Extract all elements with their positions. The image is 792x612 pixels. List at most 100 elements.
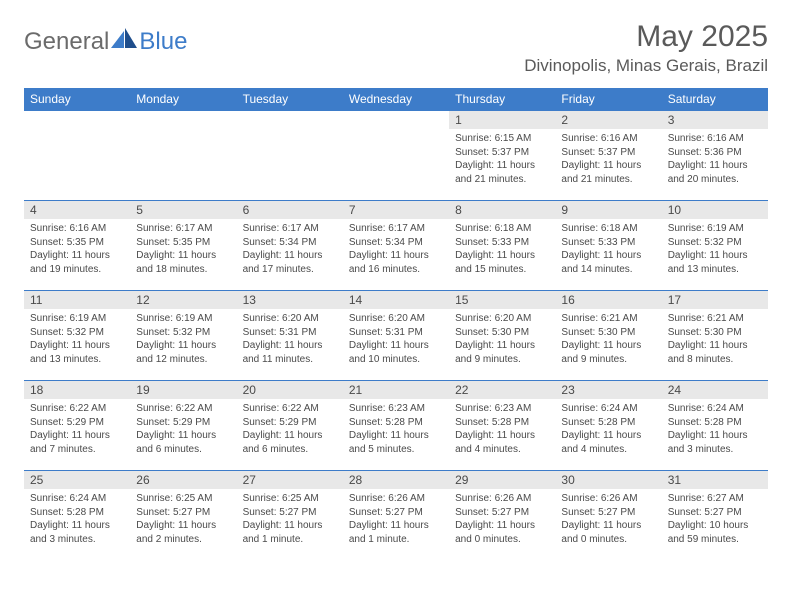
sunset-line: Sunset: 5:37 PM (561, 146, 655, 160)
calendar-day-cell: 16Sunrise: 6:21 AMSunset: 5:30 PMDayligh… (555, 291, 661, 381)
day-details: Sunrise: 6:25 AMSunset: 5:27 PMDaylight:… (130, 489, 236, 550)
calendar-day-cell: 23Sunrise: 6:24 AMSunset: 5:28 PMDayligh… (555, 381, 661, 471)
calendar-header-cell: Tuesday (237, 88, 343, 111)
sunset-line: Sunset: 5:29 PM (136, 416, 230, 430)
day-number: 28 (343, 471, 449, 489)
daylight-line: Daylight: 11 hours and 19 minutes. (30, 249, 124, 276)
sunrise-line: Sunrise: 6:19 AM (30, 312, 124, 326)
calendar-day-cell: 22Sunrise: 6:23 AMSunset: 5:28 PMDayligh… (449, 381, 555, 471)
calendar-day-cell (24, 111, 130, 201)
daylight-line: Daylight: 11 hours and 21 minutes. (455, 159, 549, 186)
day-number: 24 (662, 381, 768, 399)
daylight-line: Daylight: 11 hours and 20 minutes. (668, 159, 762, 186)
daylight-line: Daylight: 11 hours and 14 minutes. (561, 249, 655, 276)
day-details: Sunrise: 6:22 AMSunset: 5:29 PMDaylight:… (237, 399, 343, 460)
day-number: 23 (555, 381, 661, 399)
calendar-header-cell: Saturday (662, 88, 768, 111)
day-number: 15 (449, 291, 555, 309)
sunset-line: Sunset: 5:37 PM (455, 146, 549, 160)
day-number: 18 (24, 381, 130, 399)
daylight-line: Daylight: 11 hours and 13 minutes. (30, 339, 124, 366)
day-details: Sunrise: 6:19 AMSunset: 5:32 PMDaylight:… (662, 219, 768, 280)
day-details: Sunrise: 6:19 AMSunset: 5:32 PMDaylight:… (130, 309, 236, 370)
calendar-header-cell: Friday (555, 88, 661, 111)
empty-day (237, 111, 343, 128)
day-details: Sunrise: 6:20 AMSunset: 5:30 PMDaylight:… (449, 309, 555, 370)
sunset-line: Sunset: 5:30 PM (668, 326, 762, 340)
page-header: General Blue May 2025 Divinopolis, Minas… (24, 20, 768, 76)
calendar-week-row: 18Sunrise: 6:22 AMSunset: 5:29 PMDayligh… (24, 381, 768, 471)
daylight-line: Daylight: 11 hours and 11 minutes. (243, 339, 337, 366)
calendar-day-cell (130, 111, 236, 201)
calendar-day-cell: 4Sunrise: 6:16 AMSunset: 5:35 PMDaylight… (24, 201, 130, 291)
day-details: Sunrise: 6:16 AMSunset: 5:35 PMDaylight:… (24, 219, 130, 280)
day-number: 10 (662, 201, 768, 219)
sunrise-line: Sunrise: 6:24 AM (30, 492, 124, 506)
sunrise-line: Sunrise: 6:26 AM (349, 492, 443, 506)
calendar-day-cell: 15Sunrise: 6:20 AMSunset: 5:30 PMDayligh… (449, 291, 555, 381)
calendar-day-cell: 9Sunrise: 6:18 AMSunset: 5:33 PMDaylight… (555, 201, 661, 291)
daylight-line: Daylight: 11 hours and 9 minutes. (561, 339, 655, 366)
sunrise-line: Sunrise: 6:17 AM (136, 222, 230, 236)
sunrise-line: Sunrise: 6:19 AM (668, 222, 762, 236)
sunset-line: Sunset: 5:34 PM (243, 236, 337, 250)
logo-text-general: General (24, 28, 109, 56)
calendar-day-cell: 31Sunrise: 6:27 AMSunset: 5:27 PMDayligh… (662, 471, 768, 561)
sunrise-line: Sunrise: 6:16 AM (30, 222, 124, 236)
calendar-day-cell: 19Sunrise: 6:22 AMSunset: 5:29 PMDayligh… (130, 381, 236, 471)
sunset-line: Sunset: 5:35 PM (30, 236, 124, 250)
daylight-line: Daylight: 11 hours and 9 minutes. (455, 339, 549, 366)
sunset-line: Sunset: 5:30 PM (561, 326, 655, 340)
day-details: Sunrise: 6:18 AMSunset: 5:33 PMDaylight:… (449, 219, 555, 280)
daylight-line: Daylight: 11 hours and 4 minutes. (561, 429, 655, 456)
calendar-day-cell: 3Sunrise: 6:16 AMSunset: 5:36 PMDaylight… (662, 111, 768, 201)
logo-sail-icon (111, 28, 137, 48)
daylight-line: Daylight: 11 hours and 1 minute. (349, 519, 443, 546)
sunset-line: Sunset: 5:27 PM (561, 506, 655, 520)
day-number: 13 (237, 291, 343, 309)
day-number: 11 (24, 291, 130, 309)
day-details: Sunrise: 6:17 AMSunset: 5:35 PMDaylight:… (130, 219, 236, 280)
day-number: 5 (130, 201, 236, 219)
day-number: 1 (449, 111, 555, 129)
calendar-day-cell: 18Sunrise: 6:22 AMSunset: 5:29 PMDayligh… (24, 381, 130, 471)
calendar-day-cell: 30Sunrise: 6:26 AMSunset: 5:27 PMDayligh… (555, 471, 661, 561)
daylight-line: Daylight: 11 hours and 1 minute. (243, 519, 337, 546)
day-details: Sunrise: 6:20 AMSunset: 5:31 PMDaylight:… (343, 309, 449, 370)
day-details: Sunrise: 6:24 AMSunset: 5:28 PMDaylight:… (662, 399, 768, 460)
sunset-line: Sunset: 5:27 PM (136, 506, 230, 520)
day-number: 26 (130, 471, 236, 489)
logo-text-blue: Blue (139, 28, 187, 56)
calendar-day-cell: 27Sunrise: 6:25 AMSunset: 5:27 PMDayligh… (237, 471, 343, 561)
day-number: 30 (555, 471, 661, 489)
title-block: May 2025 Divinopolis, Minas Gerais, Braz… (524, 20, 768, 76)
sunset-line: Sunset: 5:28 PM (455, 416, 549, 430)
sunrise-line: Sunrise: 6:23 AM (349, 402, 443, 416)
day-number: 29 (449, 471, 555, 489)
brand-logo: General Blue (24, 20, 187, 56)
sunset-line: Sunset: 5:27 PM (243, 506, 337, 520)
sunset-line: Sunset: 5:35 PM (136, 236, 230, 250)
sunset-line: Sunset: 5:31 PM (243, 326, 337, 340)
sunset-line: Sunset: 5:36 PM (668, 146, 762, 160)
day-number: 20 (237, 381, 343, 399)
calendar-header-cell: Wednesday (343, 88, 449, 111)
calendar-table: SundayMondayTuesdayWednesdayThursdayFrid… (24, 88, 768, 561)
calendar-day-cell: 25Sunrise: 6:24 AMSunset: 5:28 PMDayligh… (24, 471, 130, 561)
calendar-day-cell: 1Sunrise: 6:15 AMSunset: 5:37 PMDaylight… (449, 111, 555, 201)
calendar-day-cell: 10Sunrise: 6:19 AMSunset: 5:32 PMDayligh… (662, 201, 768, 291)
day-number: 31 (662, 471, 768, 489)
calendar-day-cell: 13Sunrise: 6:20 AMSunset: 5:31 PMDayligh… (237, 291, 343, 381)
daylight-line: Daylight: 10 hours and 59 minutes. (668, 519, 762, 546)
calendar-day-cell: 21Sunrise: 6:23 AMSunset: 5:28 PMDayligh… (343, 381, 449, 471)
sunset-line: Sunset: 5:28 PM (349, 416, 443, 430)
sunrise-line: Sunrise: 6:17 AM (243, 222, 337, 236)
sunrise-line: Sunrise: 6:22 AM (243, 402, 337, 416)
calendar-day-cell: 2Sunrise: 6:16 AMSunset: 5:37 PMDaylight… (555, 111, 661, 201)
day-number: 7 (343, 201, 449, 219)
day-details: Sunrise: 6:16 AMSunset: 5:37 PMDaylight:… (555, 129, 661, 190)
sunrise-line: Sunrise: 6:17 AM (349, 222, 443, 236)
day-details: Sunrise: 6:21 AMSunset: 5:30 PMDaylight:… (555, 309, 661, 370)
sunset-line: Sunset: 5:31 PM (349, 326, 443, 340)
sunrise-line: Sunrise: 6:23 AM (455, 402, 549, 416)
